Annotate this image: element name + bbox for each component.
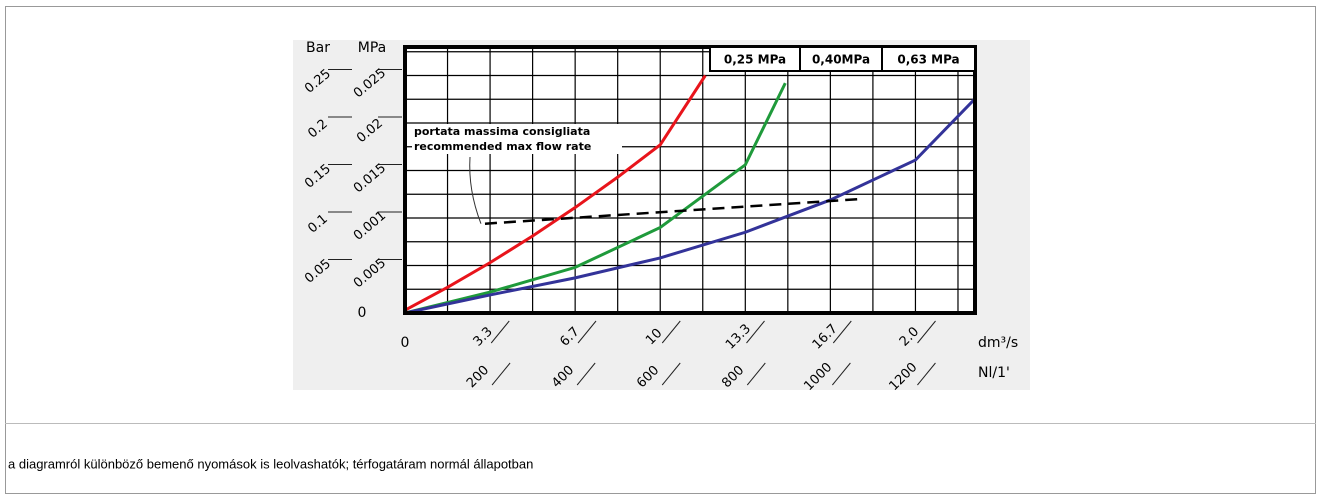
- x-axis-title: Nl/1': [978, 365, 1010, 381]
- legend-label: 0,40MPa: [812, 53, 870, 67]
- x2-tick: [490, 320, 510, 344]
- x2-axis-title: dm³/s: [978, 335, 1018, 351]
- annotation-arrow: [469, 156, 482, 224]
- y-tick-label: 0: [358, 305, 367, 321]
- series-line: [404, 74, 707, 312]
- x2-tick: [577, 320, 597, 344]
- reference-line: [484, 197, 861, 225]
- annotation: portata massima consigliata: [414, 125, 590, 138]
- x2-tick: [832, 320, 852, 344]
- legend-box: [881, 46, 976, 72]
- x-tick: [746, 362, 766, 386]
- x-tick-label: 0: [401, 335, 410, 351]
- x-tick: [831, 362, 851, 386]
- series-line: [404, 82, 787, 315]
- x-tick: [491, 362, 511, 386]
- x-tick: [576, 362, 596, 386]
- x2-tick: [917, 320, 936, 344]
- legend-label: 0,25 MPa: [724, 53, 786, 67]
- annotation: recommended max flow rate: [414, 140, 591, 153]
- x2-tick: [661, 320, 681, 344]
- annotation-bg: [412, 124, 622, 154]
- legend-label: 0,63 MPa: [897, 53, 959, 67]
- x2-tick: [746, 320, 765, 344]
- y-axis-title: Bar: [306, 40, 330, 56]
- x-tick: [917, 362, 936, 386]
- plot-area: [405, 47, 975, 313]
- plot-border: [403, 45, 977, 315]
- caption: a diagramról különböző bemenő nyomások i…: [8, 456, 533, 471]
- series-line: [404, 97, 977, 315]
- y2-axis-title: MPa: [358, 40, 386, 56]
- legend-box: [709, 46, 801, 72]
- x-tick: [661, 362, 681, 386]
